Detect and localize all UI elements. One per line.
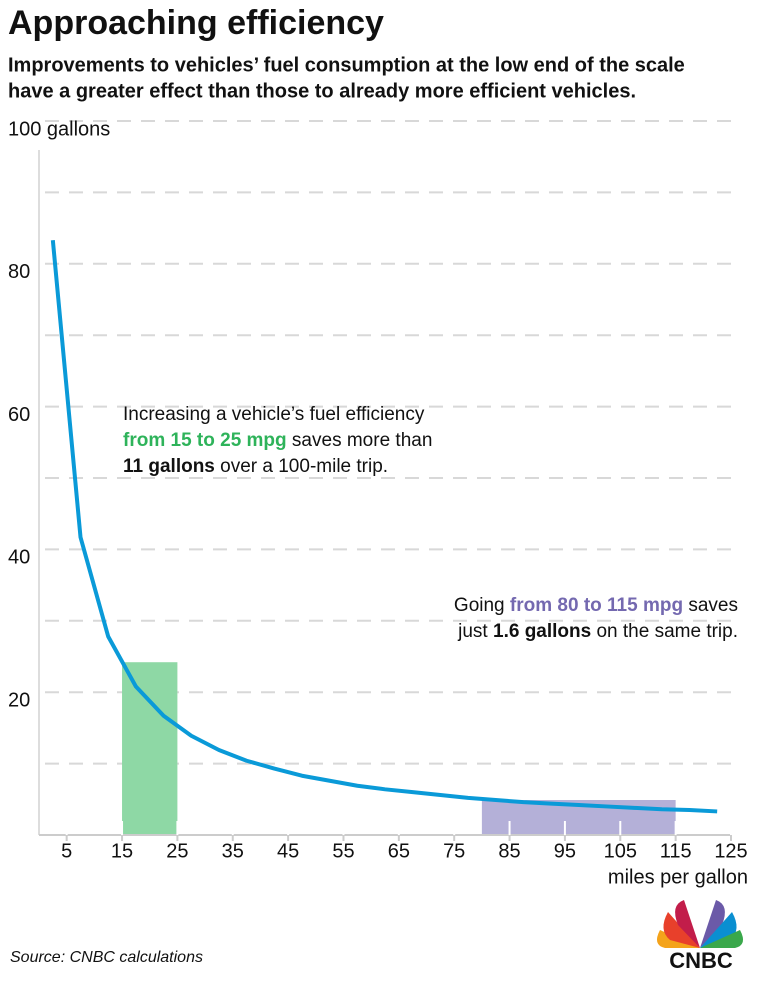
annotation-part: from 15 to 25 mpg	[123, 430, 287, 451]
logo-feather	[675, 900, 700, 948]
source: Source: CNBC calculations	[10, 949, 203, 966]
annotation-part: Going	[454, 595, 510, 616]
subtitle: have a greater effect than those to alre…	[8, 80, 636, 102]
x-tick-label: 95	[554, 840, 576, 862]
x-tick-label: 55	[332, 840, 354, 862]
logo: CNBC	[656, 900, 744, 973]
x-axis-label: miles per gallon	[608, 866, 748, 888]
logo-feather	[663, 912, 700, 948]
x-tick-label: 105	[604, 840, 637, 862]
highlight-band	[122, 662, 178, 835]
annotation: from 15 to 25 mpg saves more than	[123, 430, 432, 451]
y-tick-label: 100 gallons	[8, 118, 110, 140]
annotation: Increasing a vehicle’s fuel efficiency	[123, 404, 425, 425]
annotation-part: just	[457, 621, 493, 642]
annotation-part: saves	[683, 595, 738, 616]
logo-feather	[700, 900, 725, 948]
annotation-part: Increasing a vehicle’s fuel efficiency	[123, 404, 425, 425]
y-tick-label: 60	[8, 404, 30, 426]
chart-title: Approaching efficiency	[8, 4, 384, 42]
x-tick-label: 15	[111, 840, 133, 862]
logo-text: CNBC	[669, 948, 733, 973]
y-tick-label: 80	[8, 261, 30, 283]
annotation-part: from 80 to 115 mpg	[510, 595, 683, 616]
annotation: Going from 80 to 115 mpg saves	[454, 595, 738, 616]
logo-feather	[700, 930, 744, 948]
y-tick-label: 20	[8, 689, 30, 711]
line	[50, 240, 718, 814]
annotation-part: 1.6 gallons	[493, 621, 591, 642]
annotation-part: over a 100-mile trip.	[215, 456, 388, 477]
annotation: just 1.6 gallons on the same trip.	[457, 621, 738, 642]
y-tick-label: 40	[8, 547, 30, 569]
annotation-part: on the same trip.	[591, 621, 738, 642]
x-tick-label: 25	[166, 840, 188, 862]
annotation-part: 11 gallons	[123, 456, 215, 477]
x-tick-label: 45	[277, 840, 299, 862]
annotation-part: saves more than	[287, 430, 433, 451]
x-tick-label: 125	[714, 840, 747, 862]
x-tick-label: 75	[443, 840, 465, 862]
annotation: 11 gallons over a 100-mile trip.	[123, 456, 388, 477]
x-tick-label: 85	[498, 840, 520, 862]
x-tick-label: 35	[222, 840, 244, 862]
x-tick-label: 5	[61, 840, 72, 862]
x-tick-label: 115	[660, 840, 692, 862]
subtitle: Improvements to vehicles’ fuel consumpti…	[8, 54, 685, 76]
x-tick-label: 65	[388, 840, 410, 862]
